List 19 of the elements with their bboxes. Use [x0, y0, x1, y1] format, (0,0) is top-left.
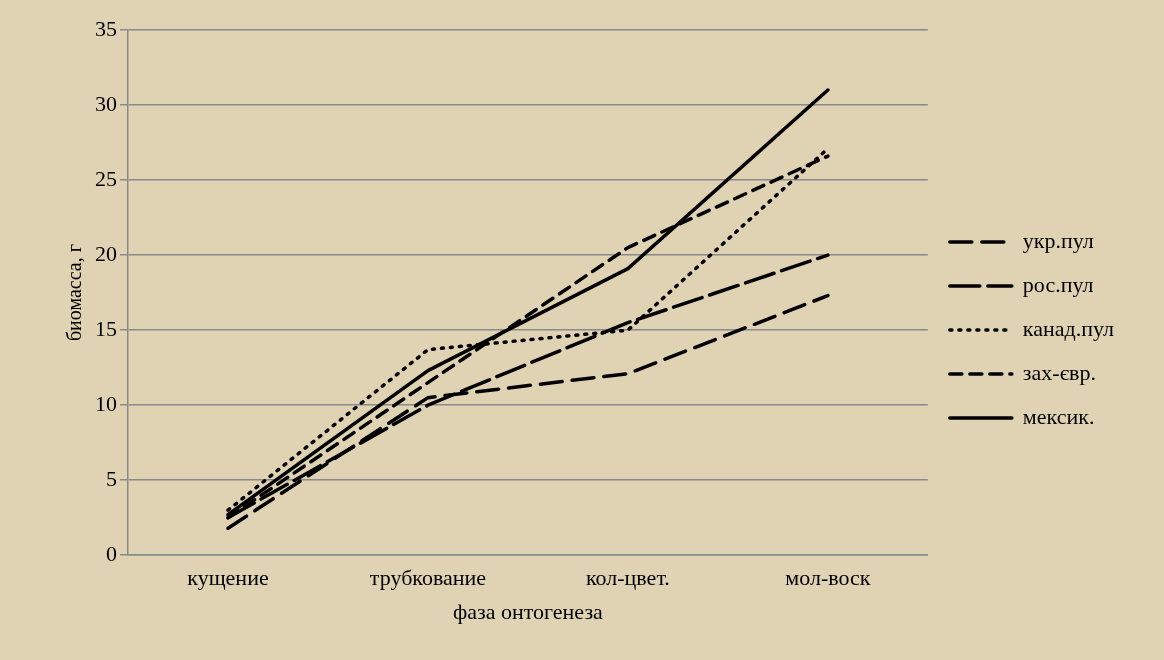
y-tick-label: 10 [95, 390, 117, 416]
y-tick-label: 30 [95, 90, 117, 116]
legend-label: зах-євр. [1022, 359, 1096, 385]
legend-label: канад.пул [1022, 315, 1115, 341]
y-tick-label: 20 [95, 240, 117, 266]
legend-label: рос.пул [1022, 271, 1094, 297]
x-tick-label: трубкование [369, 565, 487, 591]
y-axis-title: биомасса, г [63, 244, 86, 342]
y-tick-label: 15 [95, 315, 117, 341]
x-axis-title: фаза онтогенеза [453, 598, 604, 624]
x-tick-label: мол-воск [785, 565, 871, 591]
y-tick-label: 25 [95, 165, 117, 191]
legend-label: укр.пул [1022, 227, 1094, 253]
y-tick-label: 35 [95, 15, 117, 41]
x-tick-label: кол-цвет. [585, 565, 670, 591]
y-tick-label: 0 [106, 540, 117, 566]
x-tick-label: кущение [187, 565, 269, 591]
legend-label: мексик. [1022, 403, 1095, 429]
y-tick-label: 5 [106, 465, 117, 491]
